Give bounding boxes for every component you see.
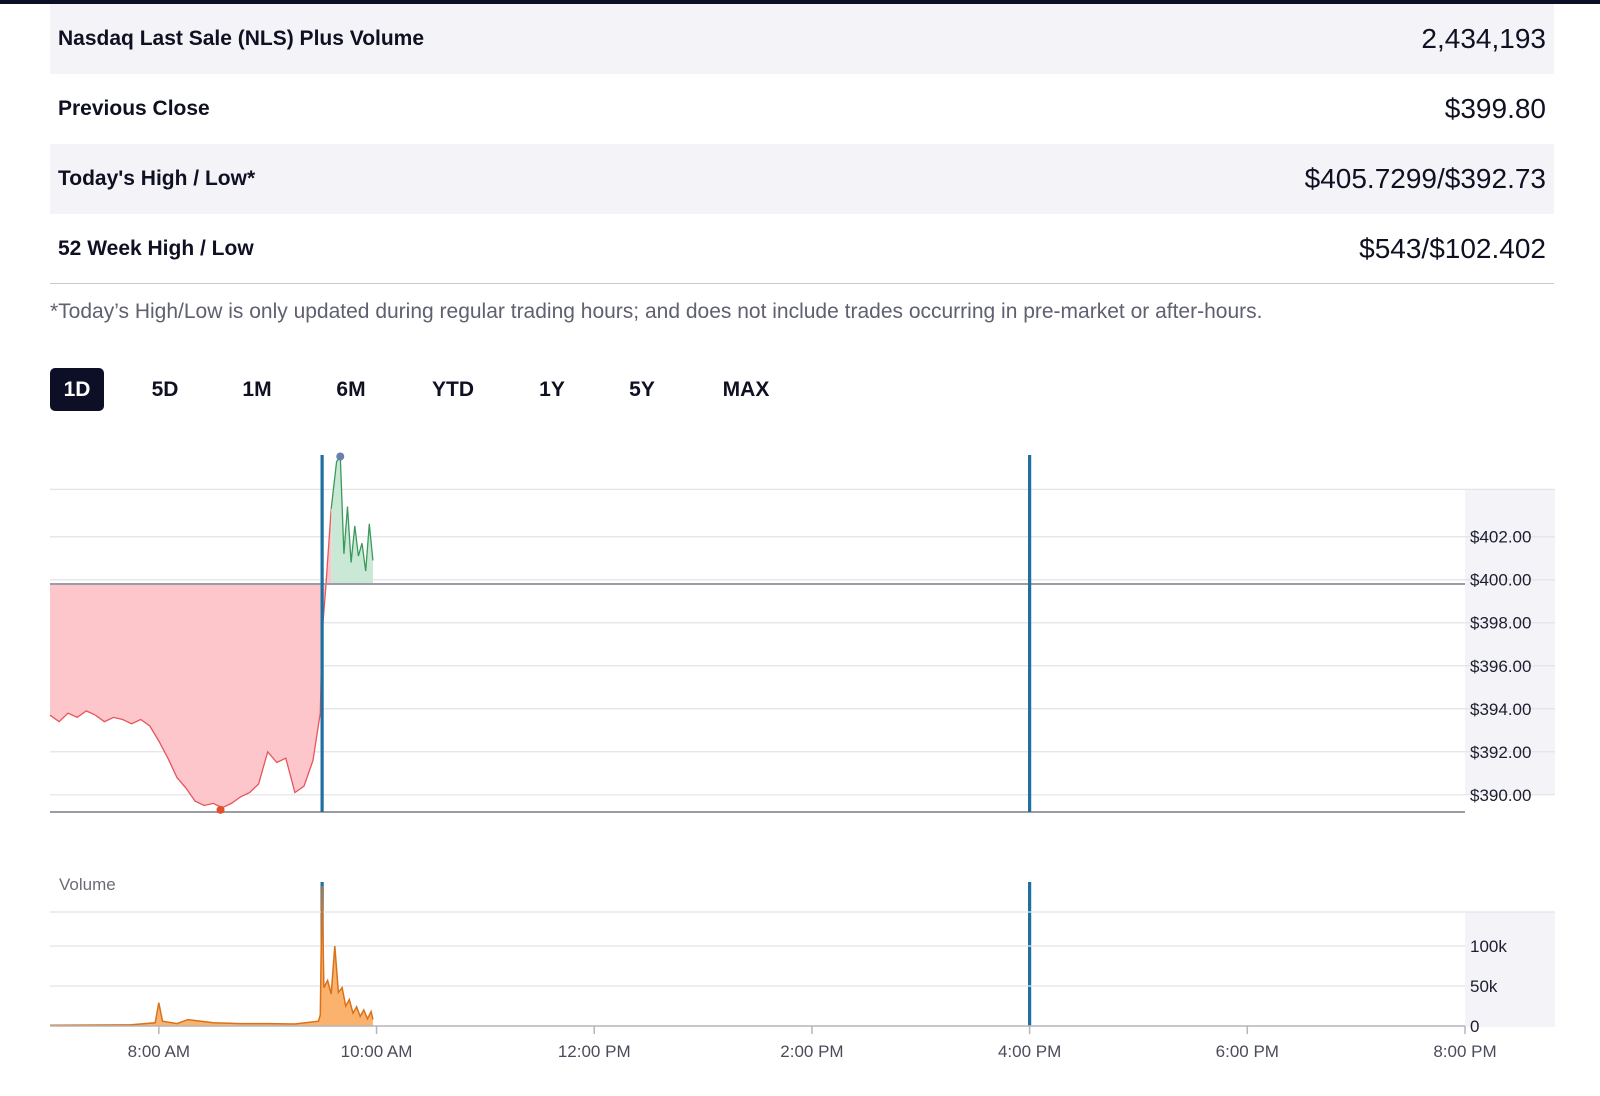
stat-row-volume: Nasdaq Last Sale (NLS) Plus Volume 2,434… [50,4,1554,74]
volume-tick-label: 0 [1470,1017,1479,1036]
tab-ytd[interactable]: YTD [432,378,474,401]
time-tick-label: 8:00 AM [128,1042,190,1061]
price-tick-label: $394.00 [1470,700,1531,719]
price-tick-label: $396.00 [1470,657,1531,676]
time-tick-label: 6:00 PM [1216,1042,1279,1061]
day-low-marker [216,805,225,814]
above-close-area [331,456,373,585]
stat-value: $543/$102.402 [1359,232,1546,264]
price-tick-label: $402.00 [1470,528,1531,547]
stat-value: $399.80 [1444,93,1546,124]
tab-max[interactable]: MAX [722,378,770,401]
time-tick-label: 8:00 PM [1433,1042,1496,1061]
stat-label: Today's High / Low* [58,167,256,190]
time-axis: 8:00 AM 10:00 AM 12:00 PM 2:00 PM 4:00 PM 6:0… [50,1025,1497,1061]
below-close-line [49,508,332,809]
volume-tick-label: 50k [1470,977,1498,996]
time-tick-label: 2:00 PM [780,1042,843,1061]
tab-1m[interactable]: 1M [242,378,272,401]
stat-label: 52 Week High / Low [58,236,254,260]
stat-row-previous-close: Previous Close $399.80 [50,74,1554,144]
price-tick-label: $400.00 [1470,571,1531,590]
stat-label: Previous Close [58,97,210,120]
below-close-area [50,508,332,808]
price-tick-label: $390.00 [1470,786,1531,805]
price-tick-label: $398.00 [1470,614,1531,633]
volume-tick-label: 100k [1470,937,1507,956]
tab-5y[interactable]: 5Y [629,378,655,401]
day-high-marker [336,452,345,461]
top-bar [0,0,1600,4]
volume-axis-background [1465,912,1555,1027]
time-tick-label: 12:00 PM [558,1042,631,1061]
tab-5d[interactable]: 5D [151,378,179,401]
volume-area [50,886,373,1026]
price-panel: $402.00 $400.00 $398.00 $396.00 $394.00 $392.… [49,452,1555,814]
price-axis-background [1465,490,1555,795]
time-tick-label: 10:00 AM [341,1042,413,1061]
stat-value: $405.7299/$392.73 [1304,163,1546,194]
tab-1y[interactable]: 1Y [539,378,565,401]
time-tick-label: 4:00 PM [998,1042,1061,1061]
volume-line [49,885,374,1026]
stat-label: Nasdaq Last Sale (NLS) Plus Volume [58,27,425,50]
stat-row-52-week-high-low: 52 Week High / Low $543/$102.402 [50,214,1554,284]
stats-table: Nasdaq Last Sale (NLS) Plus Volume 2,434… [50,4,1554,284]
price-tick-label: $392.00 [1470,743,1531,762]
high-low-footnote: *Today’s High/Low is only updated during… [50,300,1263,323]
volume-panel: Volume 100k 50k 0 [49,875,1555,1036]
volume-title: Volume [59,875,116,894]
tab-6m[interactable]: 6M [336,378,366,401]
stat-value: 2,434,193 [1421,23,1546,54]
stat-row-todays-high-low: Today's High / Low* $405.7299/$392.73 [50,144,1554,214]
tab-1d[interactable]: 1D [50,368,104,411]
